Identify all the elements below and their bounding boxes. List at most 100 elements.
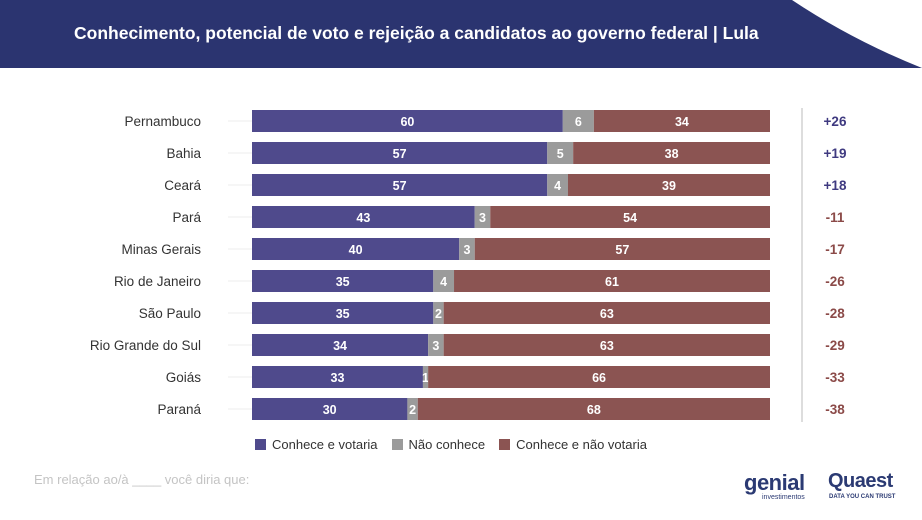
bar-conhece-votaria [252, 334, 429, 356]
net-label: -38 [825, 402, 845, 417]
legend-item-conhece-votaria: Conhece e votaria [255, 437, 378, 452]
genial-logo: genial investimentos [744, 470, 820, 504]
bar-conhece-votaria [252, 270, 434, 292]
quaest-logo-subtitle: DATA YOU CAN TRUST [829, 494, 896, 500]
category-label: Rio Grande do Sul [90, 338, 201, 353]
category-label: Bahia [166, 146, 201, 161]
bar-nao-conhece [562, 110, 594, 132]
data-label-nao-conhece: 3 [479, 211, 486, 225]
bar-conhece-votaria [252, 142, 548, 164]
genial-logo-word: genial [744, 470, 805, 495]
data-label-conhece-nao-votaria: 61 [605, 275, 619, 289]
data-label-conhece-votaria: 34 [333, 339, 347, 353]
data-label-nao-conhece: 5 [557, 147, 564, 161]
quaest-logo-word: Quaest [828, 470, 893, 492]
category-label: Paraná [157, 402, 201, 417]
category-label: São Paulo [139, 306, 201, 321]
category-label: Pará [172, 210, 201, 225]
net-label: -29 [825, 338, 845, 353]
legend-item-nao-conhece: Não conhece [391, 436, 486, 452]
bar-conhece-nao-votaria [490, 206, 770, 228]
data-label-nao-conhece: 3 [432, 339, 439, 353]
bar-conhece-nao-votaria [567, 174, 770, 196]
bar-conhece-nao-votaria [443, 302, 770, 324]
legend-swatch [499, 438, 511, 450]
net-label: -17 [825, 242, 845, 257]
header-curve-decoration [792, 0, 922, 68]
category-label: Minas Gerais [121, 242, 201, 257]
data-label-conhece-nao-votaria: 38 [665, 147, 679, 161]
data-label-conhece-votaria: 57 [393, 179, 407, 193]
bar-conhece-nao-votaria [573, 142, 770, 164]
bar-conhece-nao-votaria [417, 398, 770, 420]
net-label: +18 [824, 178, 847, 193]
bar-conhece-votaria [252, 366, 423, 388]
net-label: -33 [825, 370, 845, 385]
category-label: Ceará [164, 178, 201, 193]
bar-conhece-nao-votaria [454, 270, 770, 292]
data-label-nao-conhece: 4 [440, 275, 447, 289]
bar-conhece-votaria [252, 238, 460, 260]
net-label: -28 [825, 306, 845, 321]
data-label-nao-conhece: 4 [554, 179, 561, 193]
bar-nao-conhece [422, 366, 429, 388]
category-label: Goiás [166, 370, 202, 385]
bar-nao-conhece [428, 334, 444, 356]
legend-swatch [391, 438, 403, 450]
bar-conhece-votaria [252, 398, 408, 420]
legend-swatch [255, 438, 266, 450]
data-label-conhece-votaria: 57 [393, 147, 407, 161]
bar-nao-conhece [433, 302, 444, 324]
category-label: Rio de Janeiro [114, 274, 201, 289]
data-label-conhece-votaria: 35 [336, 307, 350, 321]
data-label-conhece-nao-votaria: 39 [662, 179, 676, 193]
data-label-conhece-nao-votaria: 63 [600, 339, 614, 353]
net-label: -26 [825, 274, 845, 289]
data-label-conhece-votaria: 33 [331, 371, 345, 385]
footnote: Em relação ao/à ____ você diria que: [34, 472, 250, 487]
data-label-conhece-nao-votaria: 63 [600, 307, 614, 321]
category-label: Pernambuco [124, 114, 201, 129]
bar-conhece-votaria [252, 110, 563, 132]
data-label-conhece-nao-votaria: 54 [623, 211, 637, 225]
data-label-conhece-nao-votaria: 57 [615, 243, 629, 257]
net-label: -11 [826, 210, 845, 225]
bar-nao-conhece [433, 270, 455, 292]
data-label-nao-conhece: 2 [409, 403, 416, 417]
data-label-conhece-votaria: 60 [400, 115, 414, 129]
data-label-conhece-votaria: 35 [336, 275, 350, 289]
data-label-nao-conhece: 3 [463, 243, 470, 257]
net-label: +19 [824, 146, 847, 161]
chart-legend: Conhece e votaria Não conhece Conhece e nã… [255, 435, 647, 453]
legend-label: Conhece e não votaria [516, 436, 647, 452]
genial-logo-subtitle: investimentos [762, 494, 805, 501]
bar-nao-conhece [459, 238, 475, 260]
data-label-conhece-votaria: 40 [349, 243, 363, 257]
bar-conhece-nao-votaria [443, 334, 770, 356]
net-label: +26 [824, 114, 847, 129]
legend-item-conhece-nao-votaria: Conhece e não votaria [499, 437, 647, 452]
data-label-conhece-nao-votaria: 68 [587, 403, 601, 417]
bar-conhece-nao-votaria [474, 238, 770, 260]
data-label-conhece-nao-votaria: 66 [592, 371, 606, 385]
bar-conhece-votaria [252, 174, 548, 196]
legend-label: Conhece e votaria [272, 436, 378, 452]
legend-label: Não conhece [408, 436, 486, 452]
bar-nao-conhece [474, 206, 491, 228]
data-label-conhece-nao-votaria: 34 [675, 115, 689, 129]
bar-conhece-nao-votaria [593, 110, 770, 132]
page-title: Conhecimento, potencial de voto e rejeiç… [74, 23, 759, 43]
bar-conhece-votaria [252, 302, 434, 324]
data-label-conhece-votaria: 30 [323, 403, 337, 417]
bar-nao-conhece [547, 174, 568, 196]
quaest-logo: Quaest DATA YOU CAN TRUST [828, 470, 908, 504]
bar-nao-conhece [547, 142, 574, 164]
data-label-nao-conhece: 1 [422, 371, 429, 385]
bar-conhece-nao-votaria [428, 366, 770, 388]
data-label-conhece-votaria: 43 [356, 211, 370, 225]
bar-conhece-votaria [252, 206, 475, 228]
data-label-nao-conhece: 6 [575, 115, 582, 129]
bar-nao-conhece [407, 398, 418, 420]
data-label-nao-conhece: 2 [435, 307, 442, 321]
